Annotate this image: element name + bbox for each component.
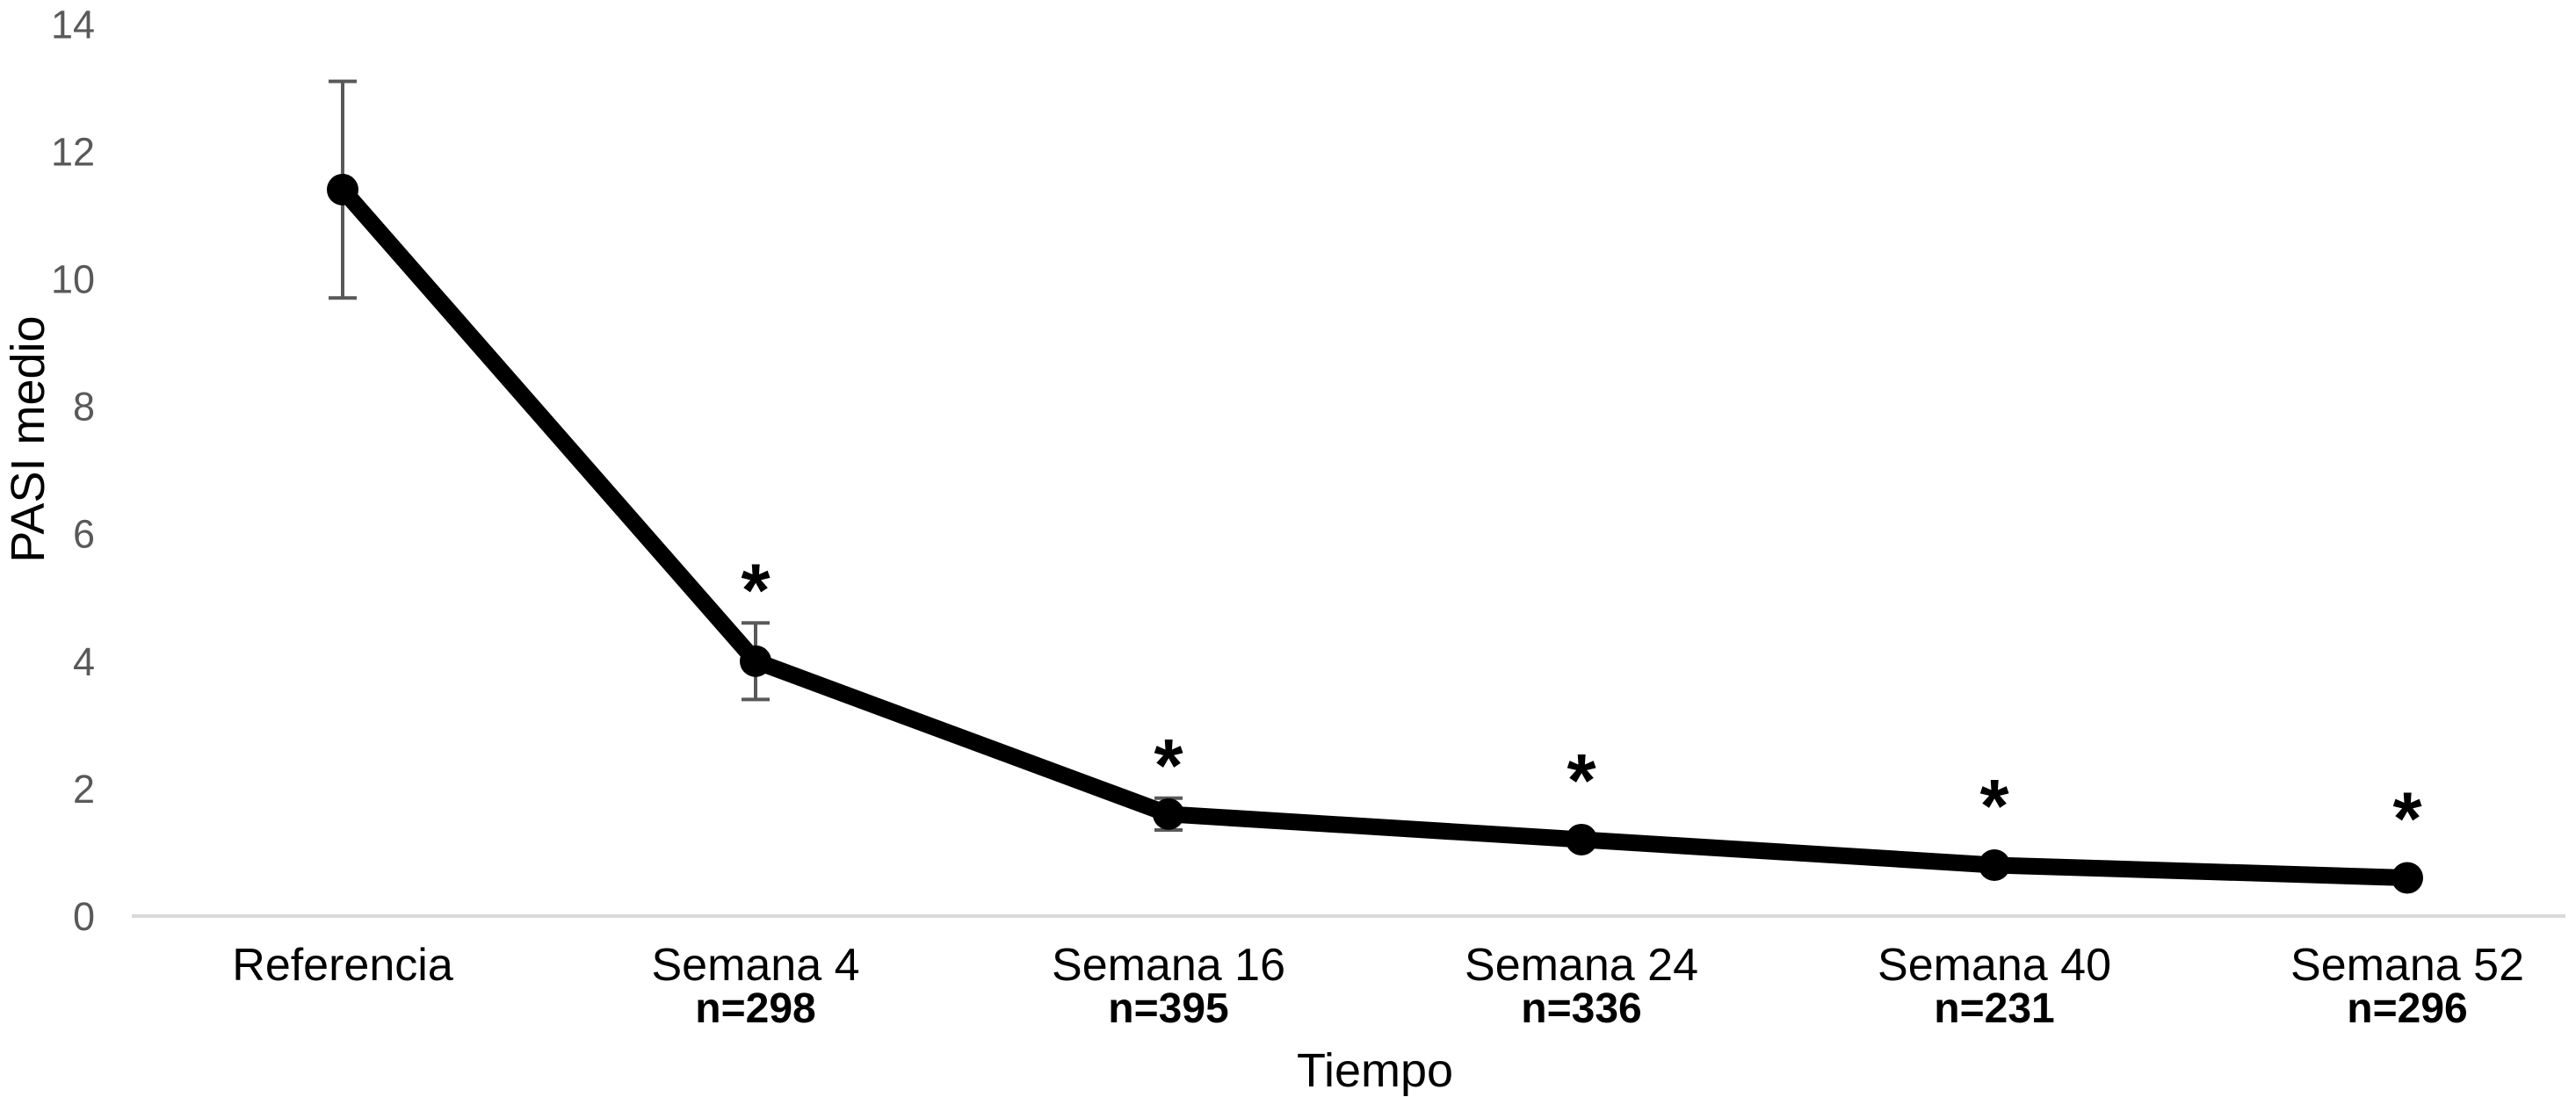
x-tick-label: Semana 24 (1465, 940, 1698, 991)
y-tick-label: 12 (51, 129, 95, 174)
x-tick-label: Semana 52 (2290, 940, 2524, 991)
data-point (1153, 797, 1184, 830)
y-tick-label: 2 (73, 767, 95, 812)
n-label: n=296 (2347, 985, 2467, 1032)
x-tick-label: Semana 16 (1052, 940, 1285, 991)
data-point (740, 645, 771, 677)
y-tick-label: 4 (73, 639, 95, 684)
data-point (1566, 823, 1597, 855)
n-label: n=336 (1521, 985, 1641, 1032)
y-tick-label: 8 (73, 385, 95, 429)
trend-line (334, 181, 2416, 886)
y-tick-label: 6 (73, 512, 95, 557)
significance-asterisk: * (1154, 725, 1183, 808)
y-tick-label: 0 (73, 894, 95, 939)
x-tick-label: Semana 40 (1878, 940, 2111, 991)
n-label: n=395 (1108, 985, 1228, 1032)
n-label: n=298 (695, 985, 815, 1032)
significance-asterisk: * (1567, 740, 1596, 823)
y-tick-label: 14 (51, 2, 95, 47)
data-point (2391, 862, 2423, 894)
x-axis-title: Tiempo (1296, 1044, 1454, 1097)
x-tick-label: Semana 4 (651, 940, 859, 991)
x-tick-label: Referencia (232, 940, 453, 991)
n-label: n=231 (1934, 985, 2054, 1032)
data-point (1979, 848, 2010, 881)
significance-asterisk: * (1979, 765, 2008, 848)
significance-asterisk: * (2392, 777, 2421, 861)
significance-asterisk: * (741, 549, 770, 632)
data-point (327, 173, 358, 206)
y-tick-label: 10 (51, 257, 95, 302)
y-axis-title: PASI medio (2, 315, 54, 563)
